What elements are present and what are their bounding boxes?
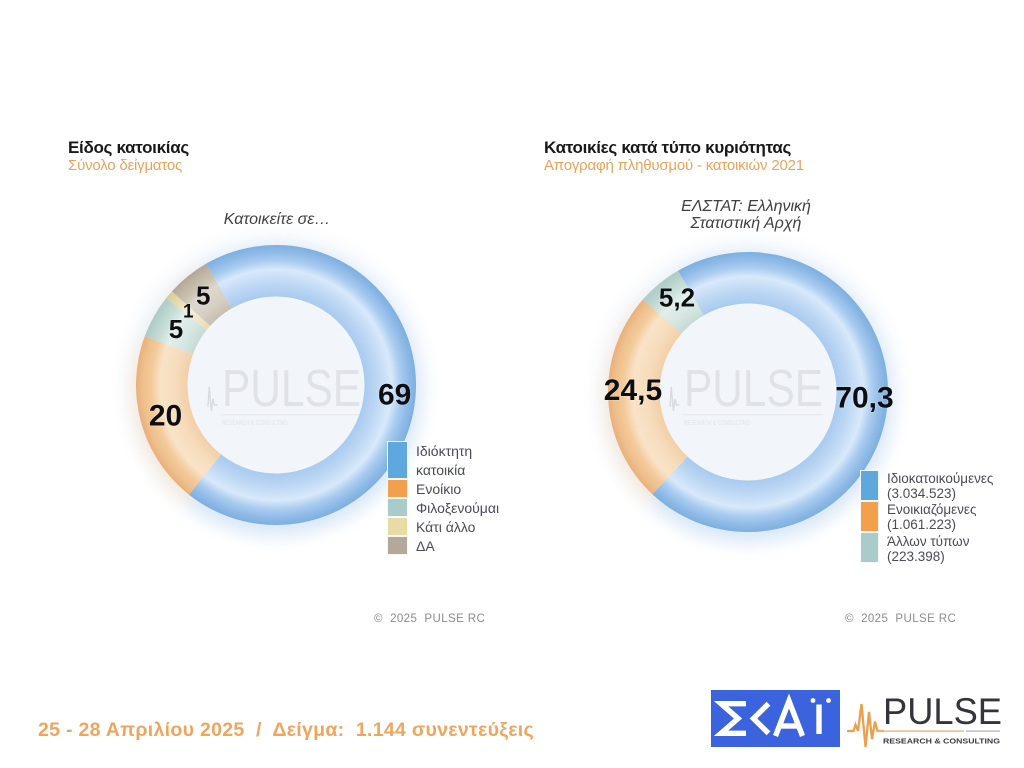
svg-text:70,3: 70,3 [835, 382, 893, 415]
svg-text:RESEARCH & CONSULTING: RESEARCH & CONSULTING [883, 739, 1001, 746]
svg-text:RESEARCH & CONSULTING: RESEARCH & CONSULTING [222, 420, 288, 427]
svg-text:PULSE: PULSE [684, 360, 823, 418]
svg-text:1: 1 [183, 302, 194, 323]
svg-text:RESEARCH & CONSULTING: RESEARCH & CONSULTING [684, 420, 750, 427]
svg-text:24,5: 24,5 [604, 374, 662, 407]
svg-text:5,2: 5,2 [659, 283, 695, 313]
svg-text:PULSE: PULSE [222, 360, 361, 418]
svg-text:5: 5 [169, 314, 183, 344]
svg-text:20: 20 [149, 400, 182, 433]
svg-text:5: 5 [196, 281, 210, 311]
svg-text:PULSE: PULSE [883, 691, 1002, 732]
svg-text:69: 69 [378, 379, 411, 412]
